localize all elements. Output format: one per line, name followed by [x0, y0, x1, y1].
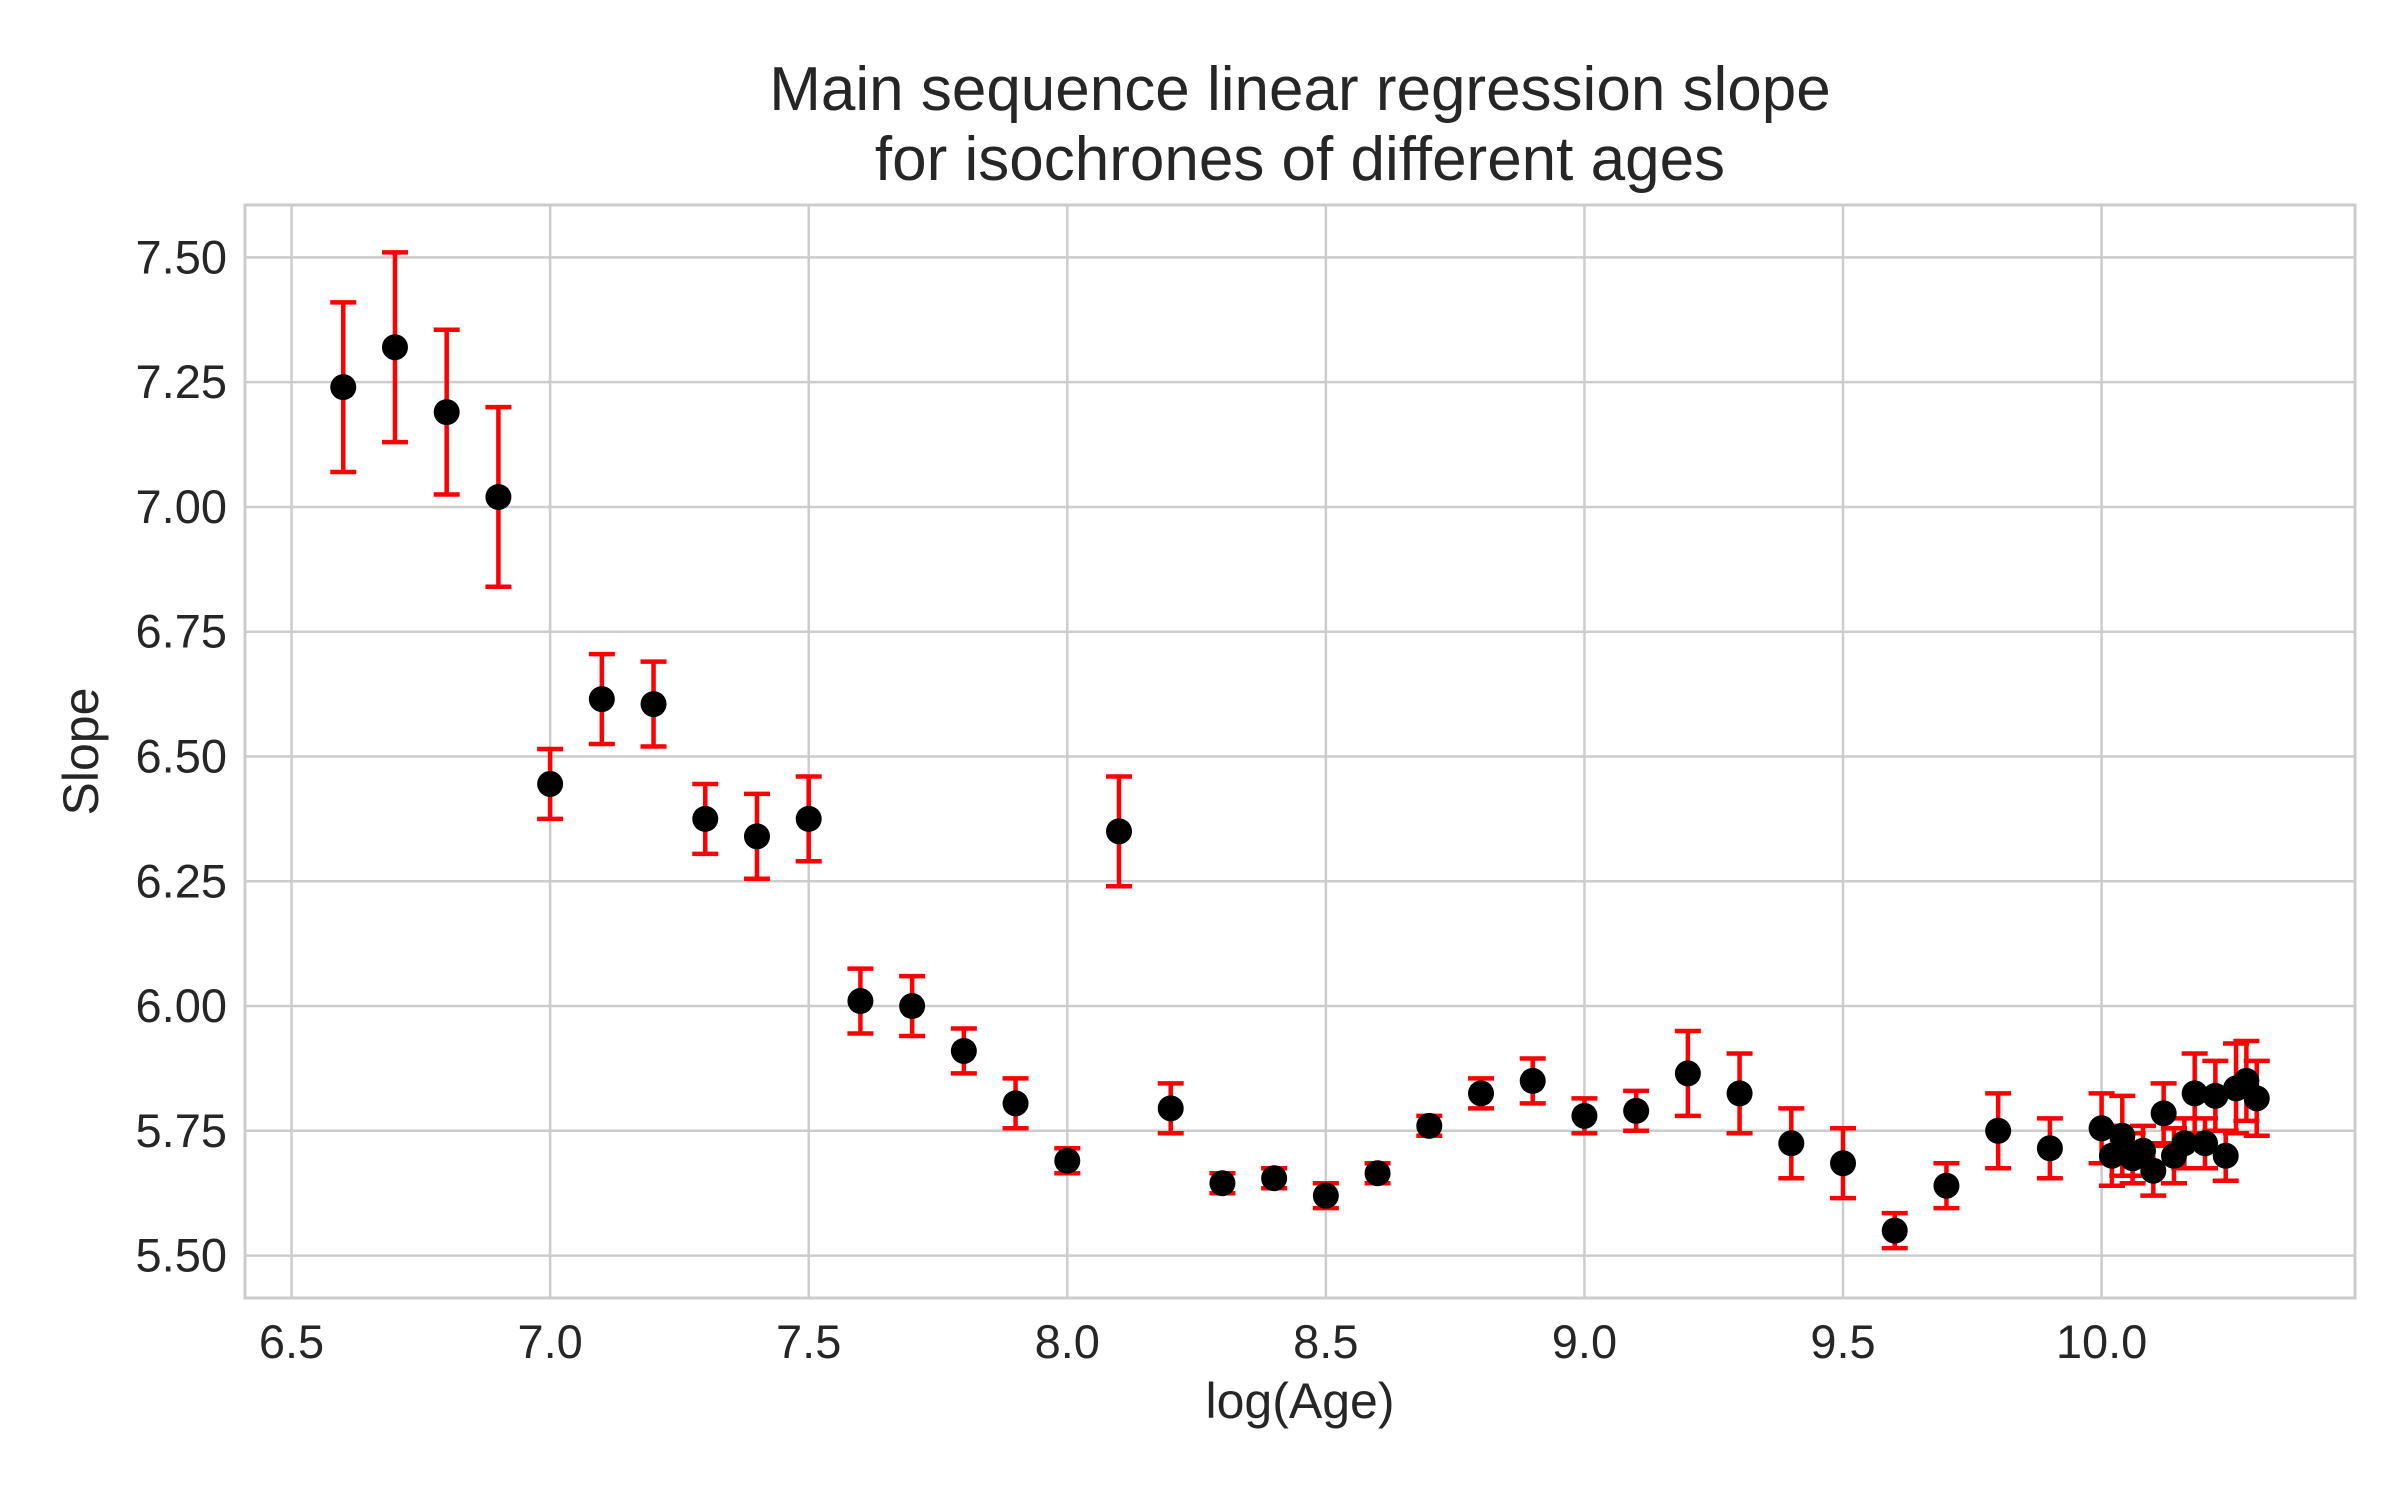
data-point: [1261, 1165, 1288, 1192]
data-point: [950, 1037, 977, 1064]
data-point: [2171, 1130, 2198, 1157]
data-point: [1830, 1150, 1857, 1177]
chart-title-line-1: Main sequence linear regression slope: [769, 55, 1831, 124]
data-point: [899, 993, 926, 1020]
data-point: [2202, 1082, 2229, 1109]
data-point: [2212, 1142, 2239, 1169]
data-point: [2098, 1142, 2125, 1169]
data-point: [1312, 1182, 1339, 1209]
x-tick-label: 9.5: [1810, 1315, 1875, 1368]
data-point: [2109, 1122, 2136, 1149]
data-point: [1985, 1117, 2012, 1144]
plot-frame: [243, 203, 2357, 1300]
data-point: [1364, 1160, 1391, 1187]
y-axis-label: Slope: [53, 688, 109, 816]
data-point: [2243, 1085, 2270, 1112]
data-point: [537, 770, 564, 797]
data-point: [1881, 1217, 1908, 1244]
data-point: [2140, 1157, 2167, 1184]
grid-lines: [245, 205, 2355, 1298]
data-point: [1468, 1080, 1495, 1107]
y-tick-label: 6.50: [136, 729, 227, 782]
data-point: [1674, 1060, 1701, 1087]
y-tick-label: 5.75: [136, 1104, 227, 1157]
y-tick-label: 7.25: [136, 355, 227, 408]
data-point: [692, 805, 719, 832]
data-point: [485, 483, 512, 510]
data-point: [2181, 1080, 2208, 1107]
y-tick-label: 5.50: [136, 1229, 227, 1282]
y-tick-label: 7.50: [136, 230, 227, 283]
y-tick-label: 6.25: [136, 854, 227, 907]
x-axis-label: log(Age): [1206, 1373, 1395, 1429]
data-point: [847, 988, 874, 1015]
data-point: [2088, 1115, 2115, 1142]
x-tick-label: 9.0: [1552, 1315, 1617, 1368]
y-tick-label: 7.00: [136, 480, 227, 533]
data-point: [2036, 1135, 2063, 1162]
data-point: [1519, 1067, 1546, 1094]
x-tick-label: 8.0: [1035, 1315, 1100, 1368]
x-tick-label: 6.5: [259, 1315, 324, 1368]
data-point: [1933, 1172, 1960, 1199]
error-bars: [330, 250, 2270, 1251]
data-point: [743, 823, 770, 850]
data-point: [330, 374, 357, 401]
data-point: [640, 691, 667, 718]
x-tick-label: 7.5: [776, 1315, 841, 1368]
data-point: [1157, 1095, 1184, 1122]
data-point: [1778, 1130, 1805, 1157]
data-point: [1054, 1147, 1081, 1174]
data-point: [1726, 1080, 1753, 1107]
data-point: [1416, 1112, 1443, 1139]
y-tick-label: 6.75: [136, 605, 227, 658]
x-tick-label: 10.0: [2056, 1315, 2147, 1368]
data-point: [2192, 1130, 2219, 1157]
data-point: [588, 686, 615, 713]
data-point: [1105, 818, 1132, 845]
data-points: [330, 334, 2270, 1244]
y-tick-label: 6.00: [136, 979, 227, 1032]
data-point: [1571, 1102, 1598, 1129]
data-point: [433, 399, 460, 426]
data-point: [1002, 1090, 1029, 1117]
y-axis-ticks: 5.50 5.75 6.00 6.25 6.50 6.75 7.00 7.25 7.50: [136, 230, 227, 1281]
data-point: [381, 334, 408, 361]
data-point: [1623, 1097, 1650, 1124]
data-point: [795, 805, 822, 832]
data-point: [2129, 1137, 2156, 1164]
x-axis-ticks: 6.5 7.0 7.5 8.0 8.5 9.0 9.5 10.0: [259, 1315, 2147, 1368]
data-point: [1209, 1170, 1236, 1197]
x-tick-label: 7.0: [517, 1315, 582, 1368]
data-point: [2150, 1100, 2177, 1127]
chart-title-line-2: for isochrones of different ages: [875, 125, 1725, 194]
x-tick-label: 8.5: [1293, 1315, 1358, 1368]
